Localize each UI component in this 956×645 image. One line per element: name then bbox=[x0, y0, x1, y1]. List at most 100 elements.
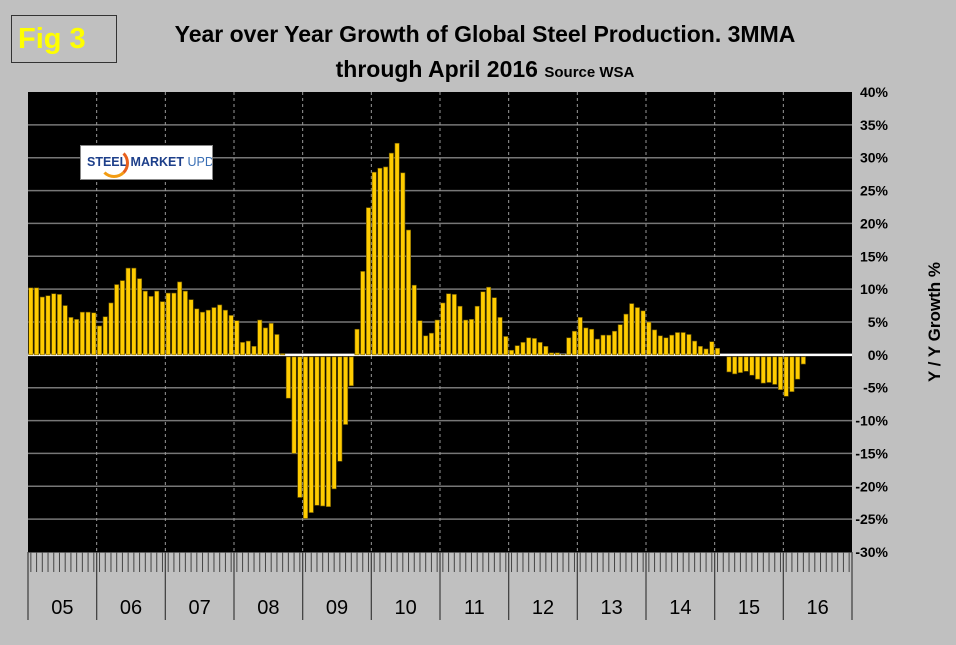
y-tick-label: 20% bbox=[860, 215, 889, 231]
figure-label: Fig 3 bbox=[11, 15, 117, 63]
bar bbox=[308, 356, 314, 513]
bar bbox=[171, 292, 177, 356]
bar bbox=[325, 356, 331, 507]
bar bbox=[57, 294, 62, 356]
bar bbox=[371, 171, 377, 356]
bar bbox=[45, 295, 51, 356]
x-axis: 05 06 07 08 09 10 11 12 13 14 15 16 bbox=[27, 551, 853, 620]
bar bbox=[789, 356, 795, 392]
bar bbox=[531, 338, 537, 356]
bar bbox=[285, 356, 291, 399]
bar bbox=[663, 337, 669, 356]
bar bbox=[783, 356, 789, 397]
y-tick-label: 35% bbox=[860, 117, 889, 133]
bar bbox=[451, 294, 457, 356]
bar bbox=[280, 353, 286, 356]
bar bbox=[646, 321, 652, 356]
bar bbox=[617, 324, 623, 356]
bar bbox=[566, 337, 572, 356]
chart-subtitle: through April 2016 bbox=[335, 56, 538, 82]
bar bbox=[560, 353, 566, 356]
bar bbox=[154, 290, 160, 356]
bar bbox=[703, 348, 709, 356]
bar bbox=[102, 316, 108, 356]
bar bbox=[417, 320, 423, 356]
bar bbox=[726, 356, 732, 373]
bar bbox=[709, 341, 715, 356]
bar bbox=[331, 356, 337, 490]
y-tick-label: -20% bbox=[855, 478, 888, 494]
bar bbox=[131, 267, 137, 356]
bar bbox=[91, 312, 97, 356]
bar bbox=[686, 334, 692, 356]
y-tick-label: -25% bbox=[855, 511, 888, 527]
bar bbox=[434, 319, 440, 356]
x-tick-label: 07 bbox=[189, 597, 211, 619]
bar bbox=[274, 334, 280, 356]
bar bbox=[119, 280, 125, 356]
bar bbox=[766, 356, 772, 383]
bar bbox=[491, 297, 497, 356]
y-axis-title: Y / Y Growth % bbox=[925, 262, 944, 382]
steel-market-update-logo: STEEL MARKET UPDATE bbox=[80, 145, 213, 180]
bars bbox=[28, 142, 806, 519]
x-tick-label: 15 bbox=[738, 597, 760, 619]
bar bbox=[572, 330, 577, 356]
bar bbox=[51, 293, 57, 356]
bar bbox=[737, 356, 743, 373]
bar bbox=[446, 293, 452, 356]
y-tick-label: 25% bbox=[860, 183, 889, 199]
x-tick-label: 09 bbox=[326, 597, 348, 619]
y-tick-label: 0% bbox=[868, 347, 889, 363]
gridlines bbox=[28, 92, 852, 552]
bar bbox=[583, 327, 589, 356]
bar bbox=[629, 303, 635, 356]
bar bbox=[320, 356, 326, 507]
x-tick-label: 11 bbox=[464, 597, 485, 619]
bar bbox=[257, 319, 263, 356]
bar bbox=[205, 309, 211, 356]
bar bbox=[549, 352, 555, 356]
bar bbox=[200, 311, 205, 356]
bar bbox=[268, 323, 274, 356]
bar bbox=[749, 356, 755, 376]
bar bbox=[594, 338, 600, 356]
x-tick-label: 05 bbox=[51, 597, 73, 619]
chart-source: Source WSA bbox=[544, 64, 635, 81]
bar bbox=[366, 207, 371, 356]
bar bbox=[337, 356, 343, 462]
bar bbox=[194, 308, 200, 356]
bar bbox=[675, 332, 680, 356]
bar bbox=[165, 292, 171, 356]
bar bbox=[589, 328, 595, 356]
bar bbox=[39, 296, 45, 356]
bar bbox=[348, 356, 354, 387]
y-tick-label: 40% bbox=[860, 84, 889, 100]
bar bbox=[354, 328, 360, 356]
bar bbox=[263, 327, 268, 356]
x-tick-label: 16 bbox=[807, 597, 829, 619]
bar bbox=[600, 334, 606, 356]
bar bbox=[457, 305, 463, 356]
figure-label-text: Fig 3 bbox=[18, 23, 86, 55]
y-tick-label: 30% bbox=[860, 150, 889, 166]
bar bbox=[160, 301, 165, 356]
y-axis: 40% 35% 30% 25% 20% 15% 10% 5% 0% -5% -10% -15% -20%… bbox=[855, 84, 888, 560]
bar bbox=[755, 356, 761, 380]
bar bbox=[394, 142, 400, 356]
bar bbox=[182, 290, 188, 356]
bar bbox=[623, 313, 629, 356]
bar bbox=[137, 278, 143, 356]
x-tick-label: 08 bbox=[257, 597, 279, 619]
bar bbox=[114, 284, 120, 356]
bar bbox=[692, 340, 698, 356]
bar bbox=[469, 319, 474, 356]
x-tick-label: 14 bbox=[669, 597, 691, 619]
bar bbox=[554, 352, 560, 356]
bar bbox=[423, 335, 429, 356]
bar bbox=[743, 356, 749, 372]
bar bbox=[97, 325, 102, 356]
bar bbox=[297, 356, 303, 498]
bar bbox=[406, 229, 411, 356]
